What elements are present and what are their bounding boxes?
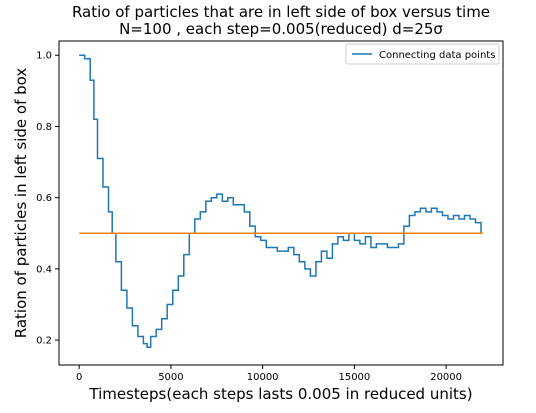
x-axis: 0 5000 10000 15000 20000 <box>76 365 462 383</box>
x-tick-label: 20000 <box>430 372 462 383</box>
y-axis-label: Ration of particles in left side of box <box>12 68 30 339</box>
legend-label-connecting-data-points: Connecting data points <box>379 50 495 61</box>
plot-area <box>79 54 483 348</box>
x-tick-label: 0 <box>76 372 82 383</box>
plot-frame <box>58 40 504 366</box>
x-tick-label: 5000 <box>158 372 183 383</box>
y-tick-label: 0.4 <box>36 264 52 275</box>
chart-title: Ratio of particles that are in left side… <box>72 3 490 21</box>
y-tick-label: 0.8 <box>36 122 52 133</box>
y-tick-label: 0.6 <box>36 193 52 204</box>
x-tick-label: 10000 <box>247 372 279 383</box>
x-tick-label: 15000 <box>338 372 370 383</box>
legend-box <box>345 43 500 65</box>
x-axis-label: Timesteps(each steps lasts 0.005 in redu… <box>88 385 472 403</box>
legend: Connecting data points <box>345 43 500 65</box>
y-axis: 0.2 0.4 0.6 0.8 1.0 <box>36 51 59 347</box>
y-tick-label: 0.2 <box>36 336 52 347</box>
series-line-connecting-data-points <box>79 54 482 348</box>
chart-subtitle: N=100 , each step=0.005(reduced) d=25σ <box>119 20 443 38</box>
y-tick-label: 1.0 <box>36 51 52 62</box>
